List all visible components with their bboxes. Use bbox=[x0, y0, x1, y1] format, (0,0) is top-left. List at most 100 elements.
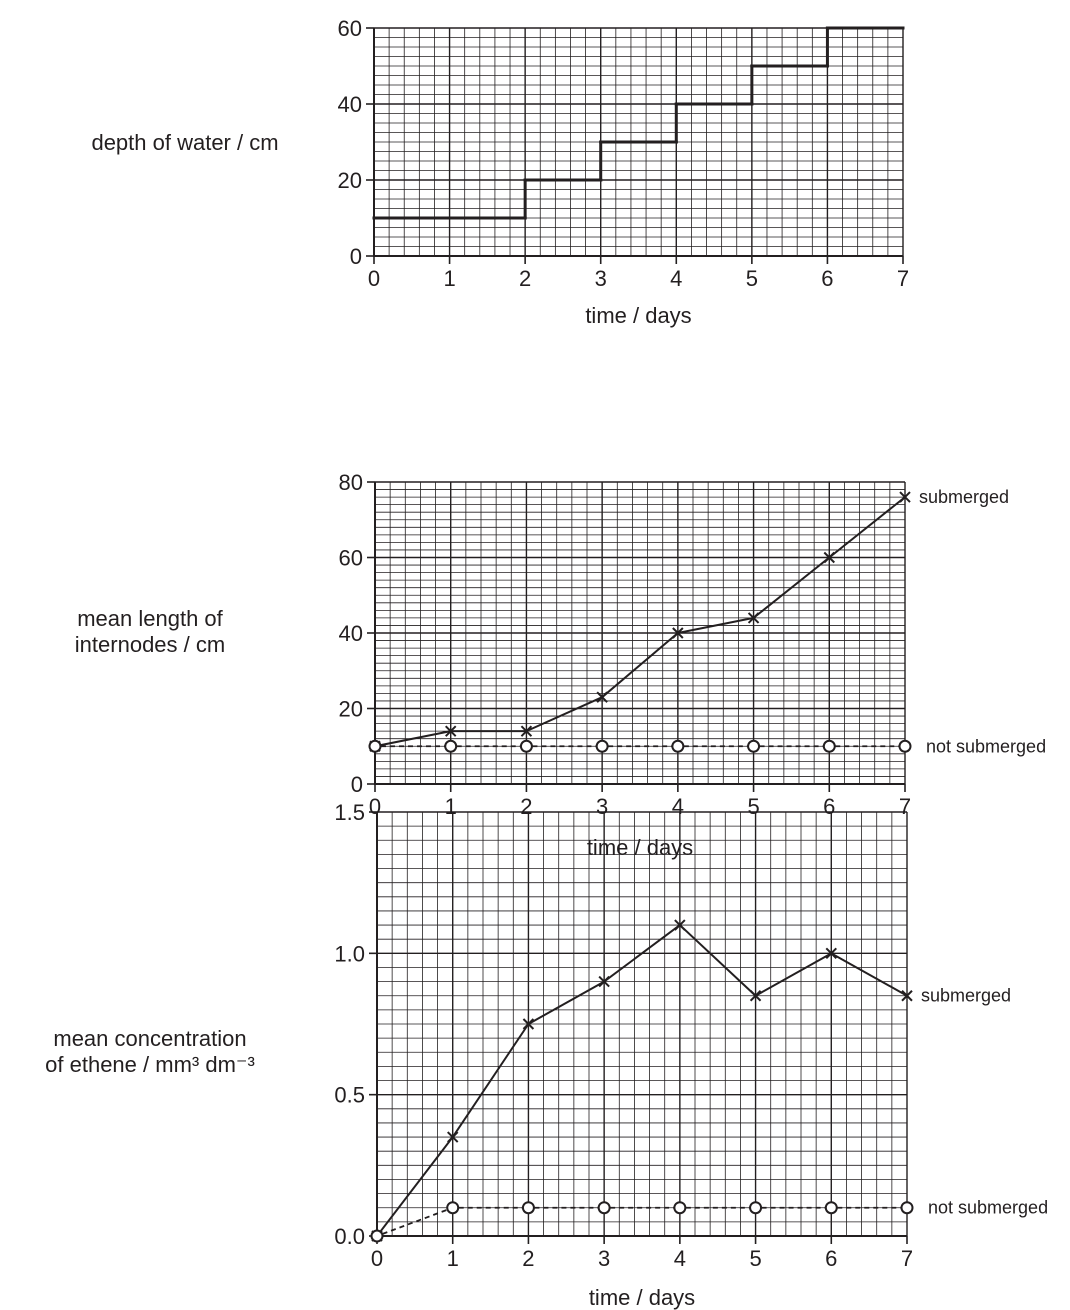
x-tick-label: 0 bbox=[369, 794, 381, 819]
data-point-cross bbox=[598, 975, 610, 988]
data-point-circle bbox=[370, 1229, 384, 1243]
y-tick-label: 60 bbox=[338, 16, 362, 41]
data-point-circle bbox=[595, 739, 609, 753]
x-tick-label: 7 bbox=[899, 794, 911, 819]
series-line-segment bbox=[451, 1023, 530, 1138]
series-line-segment bbox=[755, 952, 832, 997]
series-line-segment bbox=[374, 730, 451, 748]
data-point-circle bbox=[749, 1201, 763, 1215]
data-point-cross bbox=[823, 551, 835, 564]
series-submerged: submerged bbox=[371, 919, 1011, 1242]
series-line-segment bbox=[677, 616, 754, 634]
y-tick-label: 0 bbox=[350, 244, 362, 269]
series-line-segment bbox=[376, 1136, 454, 1237]
data-point-cross bbox=[445, 725, 457, 737]
data-point-circle bbox=[521, 1201, 535, 1215]
x-tick-label: 1 bbox=[443, 266, 455, 291]
x-tick-label: 4 bbox=[670, 266, 682, 291]
x-tick-label: 7 bbox=[901, 1246, 913, 1271]
chart-2: 0 1 2 3 4 5 6 7 0 20 40 60 80 time / days submerged not… bbox=[339, 470, 1047, 860]
series-line-segment bbox=[752, 556, 830, 619]
y-tick-label: 0.5 bbox=[334, 1083, 365, 1108]
chart3-y-axis-label-line-1: mean concentration bbox=[53, 1026, 247, 1051]
series-label: submerged bbox=[921, 986, 1011, 1006]
series-line-segment bbox=[830, 952, 908, 997]
data-point-cross bbox=[672, 627, 684, 639]
x-tick-label: 2 bbox=[519, 266, 531, 291]
data-point-circle bbox=[673, 1201, 687, 1215]
x-tick-label: 6 bbox=[825, 1246, 837, 1271]
x-tick-label: 2 bbox=[522, 1246, 534, 1271]
x-tick-label: 3 bbox=[595, 266, 607, 291]
x-tick-label: 3 bbox=[598, 1246, 610, 1271]
x-tick-label: 0 bbox=[368, 266, 380, 291]
data-point-cross bbox=[747, 612, 760, 624]
series-line-segment bbox=[382, 1208, 448, 1235]
data-point-cross bbox=[901, 990, 913, 1002]
series-line-segment bbox=[527, 980, 605, 1025]
x-axis-label: time / days bbox=[585, 303, 691, 328]
y-tick-label: 80 bbox=[339, 470, 363, 495]
x-tick-label: 5 bbox=[746, 266, 758, 291]
series-not-submerged: not submerged bbox=[370, 1198, 1048, 1243]
data-point-circle bbox=[822, 739, 836, 753]
chart2-y-axis-label-line-2: internodes / cm bbox=[74, 632, 226, 657]
data-point-cross bbox=[749, 990, 762, 1002]
series-line bbox=[372, 26, 905, 220]
y-tick-label: 1.5 bbox=[334, 800, 365, 825]
y-tick-label: 40 bbox=[339, 621, 363, 646]
x-tick-label: 5 bbox=[747, 794, 759, 819]
data-point-circle bbox=[747, 739, 761, 753]
x-tick-label: 3 bbox=[596, 794, 608, 819]
data-point-circle bbox=[368, 739, 382, 753]
x-tick-label: 1 bbox=[445, 794, 457, 819]
chart3-y-axis-label: mean concentration of ethene / mm³ dm⁻³ bbox=[0, 1026, 300, 1078]
data-point-circle bbox=[671, 739, 685, 753]
grid bbox=[376, 811, 908, 1237]
series-not-submerged: not submerged bbox=[368, 736, 1046, 756]
chart1-y-axis-label: depth of water / cm bbox=[50, 130, 320, 156]
x-axis-label: time / days bbox=[587, 835, 693, 860]
x-tick-label: 4 bbox=[674, 1246, 686, 1271]
data-point-cross bbox=[447, 1131, 459, 1143]
y-tick-label: 0.0 bbox=[334, 1224, 365, 1249]
x-tick-label: 1 bbox=[447, 1246, 459, 1271]
chart-1: 0 1 2 3 4 5 6 7 0 20 40 60 time / days bbox=[338, 16, 910, 328]
series-submerged: submerged bbox=[369, 487, 1009, 752]
x-tick-label: 5 bbox=[749, 1246, 761, 1271]
y-tick-label: 1.0 bbox=[334, 941, 365, 966]
series-line-segment bbox=[601, 632, 679, 698]
data-point-cross bbox=[899, 491, 911, 503]
data-point-cross bbox=[825, 947, 837, 960]
y-tick-label: 40 bbox=[338, 92, 362, 117]
data-point-circle bbox=[446, 1201, 460, 1215]
series-label: submerged bbox=[919, 487, 1009, 507]
x-axis-label: time / days bbox=[589, 1285, 695, 1310]
chart3-y-axis-label-line-2: of ethene / mm³ dm⁻³ bbox=[45, 1052, 255, 1077]
data-point-circle bbox=[519, 739, 533, 753]
x-tick-label: 7 bbox=[897, 266, 909, 291]
data-point-cross bbox=[520, 725, 533, 737]
y-tick-label: 0 bbox=[351, 772, 363, 797]
y-tick-label: 20 bbox=[339, 697, 363, 722]
series-label: not submerged bbox=[926, 736, 1046, 756]
chart1-y-axis-label-text: depth of water / cm bbox=[91, 130, 279, 155]
data-point-circle bbox=[824, 1201, 838, 1215]
data-point-circle bbox=[597, 1201, 611, 1215]
x-tick-label: 2 bbox=[520, 794, 532, 819]
data-point-circle bbox=[444, 739, 458, 753]
data-point-cross bbox=[522, 1018, 535, 1030]
chart-3: 0 1 2 3 4 5 6 7 0.0 0.5 1.0 1.5 time / days submerged… bbox=[334, 800, 1048, 1310]
series-line-segment bbox=[828, 496, 906, 559]
grid bbox=[374, 481, 906, 785]
y-tick-label: 60 bbox=[339, 546, 363, 571]
y-tick-label: 20 bbox=[338, 168, 362, 193]
x-tick-label: 4 bbox=[672, 794, 684, 819]
data-point-circle bbox=[898, 739, 912, 753]
x-tick-label: 0 bbox=[371, 1246, 383, 1271]
series-line-segment bbox=[679, 924, 757, 997]
chart2-y-axis-label: mean length of internodes / cm bbox=[40, 606, 260, 658]
x-tick-label: 6 bbox=[823, 794, 835, 819]
x-tick-label: 6 bbox=[821, 266, 833, 291]
